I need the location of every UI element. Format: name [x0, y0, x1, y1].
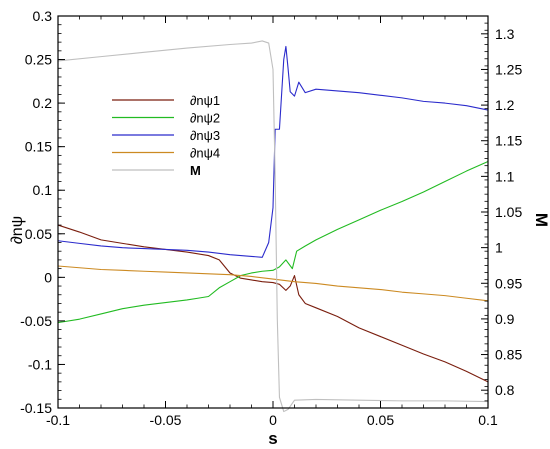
y2-tick-label: 1 [495, 240, 503, 256]
legend-label-3: ∂nψ3 [190, 128, 220, 143]
y-tick-label: 0.15 [25, 139, 52, 155]
y2-tick-label: 1.3 [495, 26, 515, 42]
tick-labels: -0.1 -0.05 0 0.05 0.1-0.15-0.1-0.0500.050.10… [20, 8, 522, 428]
y-tick-label: 0.1 [33, 182, 53, 198]
series-line-1 [57, 224, 489, 383]
y-tick-label: 0.25 [25, 52, 52, 68]
legend-label-1: ∂nψ1 [190, 93, 220, 108]
y-tick-label: 0 [44, 269, 52, 285]
legend-label-4: ∂nψ4 [190, 146, 220, 161]
y2-tick-label: 0.8 [495, 382, 515, 398]
y-tick-label: 0.2 [33, 95, 53, 111]
x-tick-label: 0 [269, 412, 277, 428]
y-tick-label: 0.3 [33, 8, 53, 24]
y2-tick-label: 1.25 [495, 61, 522, 77]
series-line-2 [57, 160, 489, 324]
y-tick-label: -0.1 [28, 356, 52, 372]
series-line-4 [57, 265, 489, 302]
y-tick-label: -0.15 [20, 400, 52, 416]
y-tick-label: -0.05 [20, 313, 52, 329]
x-axis-title: s [268, 429, 277, 448]
legend-label-5: M [190, 163, 201, 178]
series-line-5 [57, 40, 489, 413]
y2-tick-label: 1.1 [495, 168, 515, 184]
y2-tick-label: 1.2 [495, 97, 515, 113]
y2-tick-label: 1.05 [495, 204, 522, 220]
x-tick-label: 0.1 [478, 412, 498, 428]
series-layer [57, 40, 489, 413]
y-axis-title: ∂nψ [9, 216, 26, 244]
x-tick-label: -0.1 [46, 412, 70, 428]
y2-tick-label: 0.85 [495, 347, 522, 363]
legend: ∂nψ1 ∂nψ2 ∂nψ3 ∂nψ4 M [112, 93, 220, 178]
y2-axis-title: M [532, 213, 550, 227]
x-tick-label: 0.05 [367, 412, 394, 428]
y2-tick-label: 1.15 [495, 133, 522, 149]
y2-tick-label: 0.95 [495, 275, 522, 291]
series-line-3 [57, 45, 489, 258]
x-tick-label: -0.05 [150, 412, 182, 428]
y2-tick-label: 0.9 [495, 311, 515, 327]
y-tick-label: 0.05 [25, 226, 52, 242]
legend-label-2: ∂nψ2 [190, 111, 220, 126]
axis-ticks [57, 15, 489, 409]
